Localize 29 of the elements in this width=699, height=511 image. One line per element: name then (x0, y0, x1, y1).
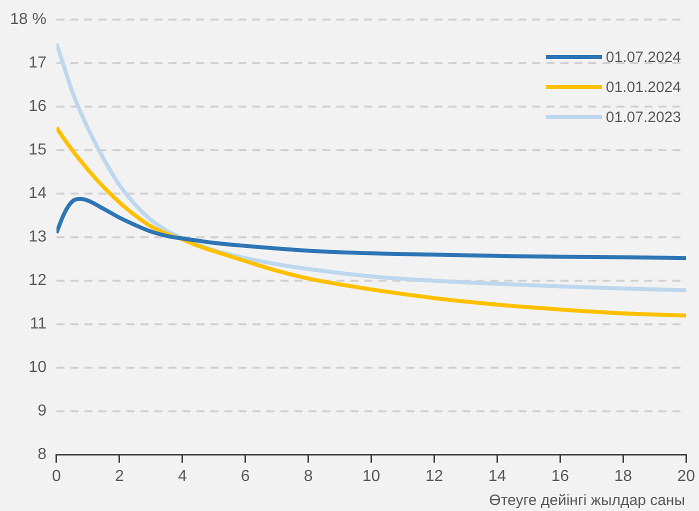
x-tick-label: 12 (425, 468, 444, 485)
x-tick-label: 20 (677, 468, 696, 485)
line-series (56, 42, 686, 292)
y-tick-label: 13 (28, 228, 47, 246)
y-tick-label: 11 (30, 316, 47, 333)
legend-label: 01.07.2024 (606, 48, 681, 66)
y-tick-label: 10 (28, 359, 47, 376)
x-tick-label: 6 (240, 468, 250, 485)
x-tick-label: 18 (614, 468, 632, 485)
x-tick-label: 8 (304, 468, 313, 485)
x-tick-label: 10 (362, 468, 380, 485)
y-tick-label: 8 (38, 446, 47, 464)
x-tick-label: 14 (488, 468, 506, 485)
y-tick-label: 18 % (10, 11, 46, 28)
y-tick-label: 17 (28, 54, 47, 72)
line-series (56, 126, 686, 318)
x-tick-label: 2 (114, 468, 124, 485)
x-tick-label: 4 (178, 468, 187, 485)
y-tick-label: 9 (38, 402, 47, 420)
x-tick-label: 0 (52, 468, 62, 485)
x-axis-title: Өтеуге дейінгі жылдар саны (489, 492, 685, 509)
y-tick-label: 15 (28, 142, 47, 159)
legend-label: 01.07.2023 (606, 108, 681, 126)
legend-label: 01.01.2024 (606, 78, 681, 96)
y-tick-label: 16 (28, 98, 47, 116)
y-tick-label: 12 (28, 272, 47, 290)
x-tick-label: 16 (551, 468, 570, 485)
y-tick-label: 14 (28, 185, 47, 202)
line-series (56, 196, 686, 260)
